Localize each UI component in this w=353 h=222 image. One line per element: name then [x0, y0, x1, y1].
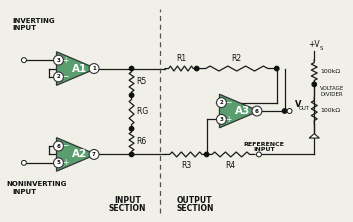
- Text: R3: R3: [181, 161, 191, 170]
- Text: 1: 1: [92, 66, 96, 71]
- Polygon shape: [309, 134, 319, 138]
- Text: SECTION: SECTION: [176, 204, 214, 213]
- Text: 2: 2: [220, 100, 223, 105]
- Polygon shape: [220, 94, 259, 128]
- Circle shape: [312, 82, 316, 87]
- Text: 3: 3: [56, 58, 60, 63]
- Circle shape: [204, 152, 209, 157]
- Polygon shape: [56, 138, 96, 171]
- Text: 100kΩ: 100kΩ: [320, 69, 340, 74]
- Text: 2: 2: [56, 74, 60, 79]
- Text: +V: +V: [309, 40, 320, 49]
- Text: −: −: [62, 72, 68, 81]
- Text: S: S: [319, 46, 323, 51]
- Text: A3: A3: [234, 106, 250, 116]
- Text: DIVIDER: DIVIDER: [320, 92, 343, 97]
- Text: INPUT: INPUT: [12, 25, 36, 31]
- Text: R5: R5: [137, 77, 147, 86]
- Circle shape: [130, 93, 134, 97]
- Text: INPUT: INPUT: [114, 196, 141, 205]
- Text: 6: 6: [255, 109, 259, 113]
- Circle shape: [89, 63, 99, 73]
- Text: A2: A2: [72, 149, 87, 159]
- Text: INPUT: INPUT: [253, 147, 275, 153]
- Circle shape: [195, 66, 199, 71]
- Text: 7: 7: [92, 152, 96, 157]
- Text: R2: R2: [232, 54, 242, 63]
- Text: A1: A1: [72, 63, 87, 73]
- Text: +: +: [62, 56, 68, 65]
- Text: R⁠G: R⁠G: [137, 107, 148, 117]
- Text: R6: R6: [137, 137, 147, 146]
- Text: 3: 3: [220, 117, 223, 122]
- Text: 5: 5: [56, 160, 60, 165]
- Circle shape: [89, 149, 99, 159]
- Circle shape: [252, 106, 262, 116]
- Circle shape: [54, 72, 64, 82]
- Circle shape: [54, 141, 64, 151]
- Text: OUT: OUT: [299, 107, 310, 111]
- Polygon shape: [56, 52, 96, 85]
- Text: 100kΩ: 100kΩ: [320, 107, 340, 113]
- Circle shape: [287, 109, 292, 113]
- Circle shape: [282, 109, 287, 113]
- Circle shape: [22, 160, 26, 165]
- Circle shape: [54, 55, 64, 65]
- Text: INVERTING: INVERTING: [12, 18, 55, 24]
- Circle shape: [216, 98, 226, 107]
- Text: −: −: [225, 98, 232, 107]
- Text: 6: 6: [56, 144, 60, 149]
- Circle shape: [22, 58, 26, 63]
- Text: INPUT: INPUT: [12, 189, 36, 195]
- Circle shape: [130, 152, 134, 157]
- Circle shape: [130, 127, 134, 131]
- Text: V: V: [294, 100, 301, 109]
- Text: −: −: [62, 142, 68, 151]
- Text: VOLTAGE: VOLTAGE: [320, 86, 345, 91]
- Circle shape: [130, 66, 134, 71]
- Text: +: +: [225, 115, 232, 124]
- Text: NONINVERTING: NONINVERTING: [6, 181, 66, 187]
- Text: +: +: [62, 158, 68, 167]
- Text: R4: R4: [226, 161, 236, 170]
- Circle shape: [257, 152, 262, 157]
- Circle shape: [275, 66, 279, 71]
- Text: SECTION: SECTION: [109, 204, 146, 213]
- Text: R1: R1: [176, 54, 186, 63]
- Circle shape: [54, 158, 64, 168]
- Text: REFERENCE: REFERENCE: [244, 142, 284, 147]
- Text: OUTPUT: OUTPUT: [177, 196, 213, 205]
- Circle shape: [216, 115, 226, 124]
